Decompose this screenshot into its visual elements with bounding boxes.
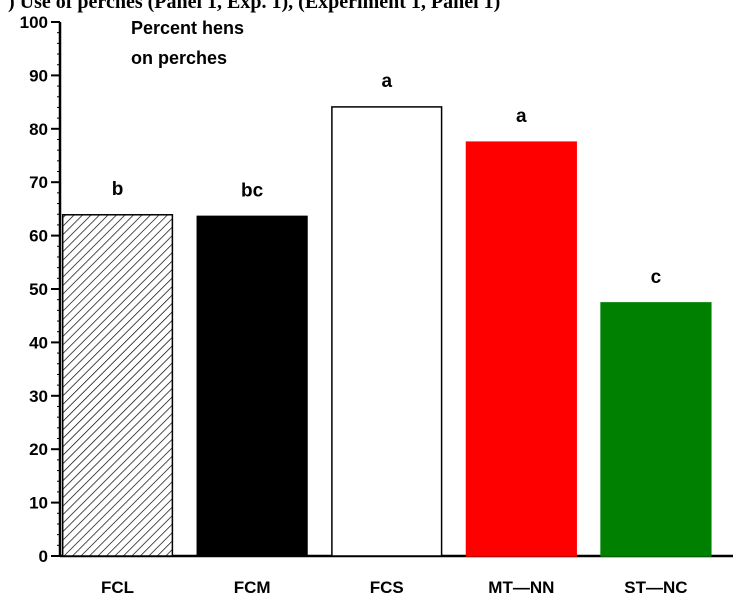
y-tick-label: 20	[29, 440, 48, 459]
significance-label: bc	[241, 180, 264, 201]
x-category-label: FCM	[234, 578, 271, 597]
significance-label: c	[651, 267, 662, 288]
significance-label: a	[381, 71, 392, 92]
bar-fcl	[61, 214, 174, 557]
y-tick-label: 40	[29, 333, 48, 352]
y-tick-label: 100	[20, 13, 48, 32]
bar-fcm	[196, 215, 308, 557]
chart-title-line-2: on perches	[131, 48, 227, 68]
y-tick-label: 0	[39, 547, 48, 566]
top-caption: ) Use of perches (Panel 1, Exp. 1), (Exp…	[8, 0, 500, 13]
x-category-label: ST—NC	[624, 578, 687, 597]
bars: b FCL bc FCM a FCS a MT—NN c ST—NC	[61, 71, 712, 597]
chart-title-line-1: Percent hens	[131, 18, 244, 38]
x-category-label: FCS	[370, 578, 404, 597]
y-tick-label: 70	[29, 173, 48, 192]
bar-mt-nn	[465, 141, 577, 557]
significance-label: a	[516, 106, 527, 127]
bar-fcs	[331, 106, 443, 557]
y-tick-label: 60	[29, 227, 48, 246]
y-tick-label: 80	[29, 120, 48, 139]
y-tick-label: 50	[29, 280, 48, 299]
x-category-label: MT—NN	[488, 578, 554, 597]
bar-st-nc	[600, 302, 712, 557]
y-tick-label: 30	[29, 387, 48, 406]
y-tick-label: 10	[29, 494, 48, 513]
significance-label: b	[112, 179, 124, 200]
y-tick-label: 90	[29, 66, 48, 85]
x-category-label: FCL	[101, 578, 134, 597]
